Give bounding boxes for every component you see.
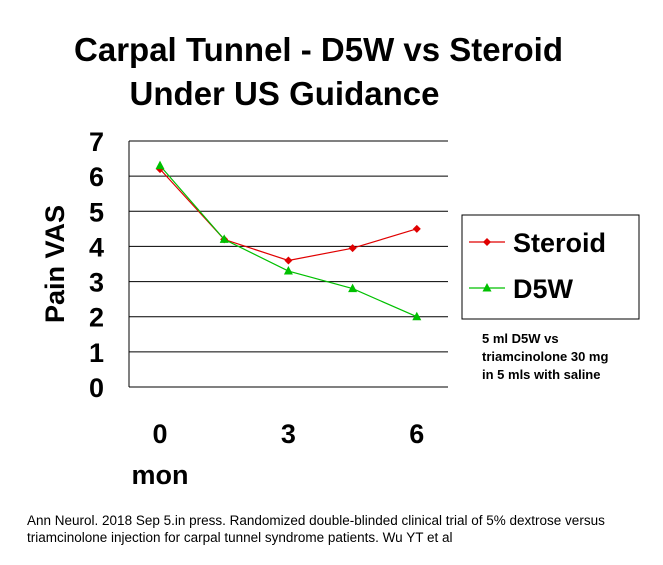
note-line-3: in 5 mls with saline: [482, 367, 601, 382]
x-tick-label: 3: [281, 419, 296, 449]
data-point-d5w: [155, 160, 165, 170]
note-line-2: triamcinolone 30 mg: [482, 349, 609, 364]
legend-label-d5w: D5W: [513, 274, 574, 304]
data-point-d5w: [283, 266, 293, 275]
chart-title-line1: Carpal Tunnel - D5W vs Steroid: [74, 31, 563, 68]
y-tick-label: 2: [89, 303, 104, 333]
legend-label-steroid: Steroid: [513, 228, 606, 258]
y-tick-label: 5: [89, 197, 104, 227]
legend-box: [461, 214, 640, 320]
y-tick-label: 3: [89, 268, 104, 298]
data-point-d5w: [219, 234, 229, 243]
x-tick-label: 0: [152, 419, 167, 449]
legend-marker-d5w: [482, 283, 492, 292]
data-point-d5w: [412, 311, 422, 321]
data-point-steroid: [412, 224, 421, 233]
chart-title-line2: Under US Guidance: [129, 75, 440, 112]
x-tick-label: 6: [409, 419, 424, 449]
series-line-d5w: [159, 165, 418, 318]
y-tick-label: 4: [89, 232, 104, 262]
note-line-1: 5 ml D5W vs: [482, 331, 559, 346]
x-axis-label: mon: [132, 460, 189, 490]
data-point-d5w: [348, 283, 358, 293]
y-tick-label: 6: [89, 162, 104, 192]
treatment-note: 5 ml D5W vs triamcinolone 30 mg in 5 mls…: [482, 330, 608, 384]
y-tick-label: 7: [89, 127, 104, 157]
data-point-steroid: [348, 244, 357, 253]
source-citation: Ann Neurol. 2018 Sep 5.in press. Randomi…: [27, 513, 605, 545]
data-point-steroid: [284, 256, 293, 265]
y-tick-label: 1: [89, 338, 104, 368]
legend-marker-steroid: [483, 238, 491, 246]
y-tick-label: 0: [89, 373, 104, 403]
y-axis-label: Pain VAS: [40, 205, 70, 323]
